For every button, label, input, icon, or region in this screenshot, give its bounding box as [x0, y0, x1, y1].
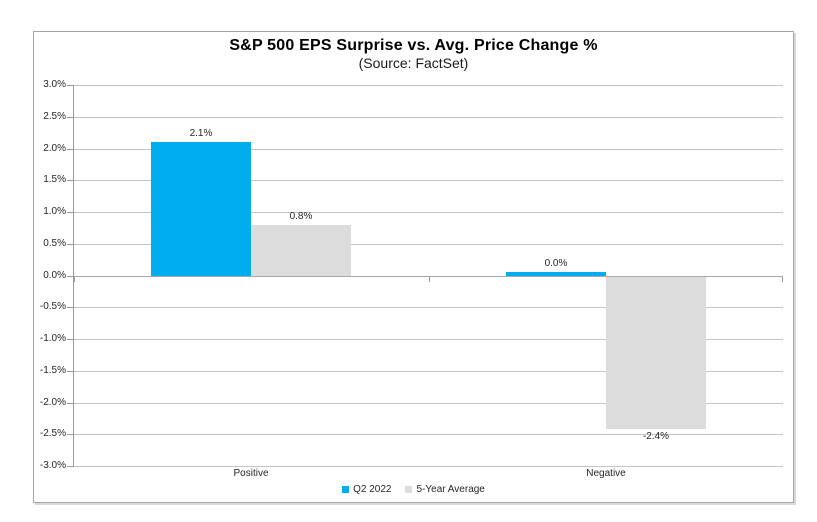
bar-q2-2022-negative — [506, 272, 606, 276]
gridline — [74, 434, 783, 435]
y-axis-tick — [67, 339, 74, 340]
gridline — [74, 307, 783, 308]
legend-swatch-q2-2022 — [342, 486, 350, 493]
y-axis-tick — [67, 180, 74, 181]
data-label-5-year-average-positive: 0.8% — [289, 211, 313, 222]
y-axis-tick-label: -3.0% — [39, 460, 66, 471]
bar-5-year-average-positive — [251, 225, 351, 276]
y-axis-tick-label: 0.0% — [43, 270, 66, 281]
gridline — [74, 371, 783, 372]
y-axis-tick-label: 1.0% — [43, 206, 66, 217]
legend-swatch-5-year-average — [405, 486, 413, 493]
bar-q2-2022-positive — [151, 142, 251, 276]
y-axis-tick — [67, 434, 74, 435]
y-axis-tick — [67, 371, 74, 372]
gridline — [74, 85, 783, 86]
gridline — [74, 466, 783, 467]
y-axis-tick-label: -1.5% — [39, 365, 66, 376]
gridline — [74, 244, 783, 245]
x-axis-line — [74, 276, 783, 277]
y-axis-tick-label: 0.5% — [43, 238, 66, 249]
gridline — [74, 339, 783, 340]
legend-item-q2-2022: Q2 2022 — [342, 484, 391, 495]
y-axis-tick-label: 2.5% — [43, 111, 66, 122]
gridline — [74, 149, 783, 150]
chart-frame: S&P 500 EPS Surprise vs. Avg. Price Chan… — [33, 31, 794, 503]
y-axis-tick — [67, 403, 74, 404]
legend-item-5-year-average: 5-Year Average — [405, 484, 485, 495]
y-axis-tick-label: 3.0% — [43, 79, 66, 90]
x-axis-tick — [782, 277, 783, 282]
plot-area: 3.0% 2.5% 2.0% 1.5% 1.0% 0.5% 0.0% -0.5% -1.0% -1… — [40, 79, 783, 479]
y-axis-tick-label: 2.0% — [43, 143, 66, 154]
x-axis-tick — [74, 277, 75, 282]
y-axis-tick — [67, 307, 74, 308]
legend-label-q2-2022: Q2 2022 — [353, 484, 392, 495]
y-axis-tick — [67, 117, 74, 118]
gridline — [74, 117, 783, 118]
y-axis-tick — [67, 244, 74, 245]
data-label-q2-2022-positive: 2.1% — [189, 128, 213, 139]
y-axis-tick-label: -1.0% — [39, 333, 66, 344]
chart-title: S&P 500 EPS Surprise vs. Avg. Price Chan… — [229, 37, 598, 54]
legend: Q2 2022 5-Year Average — [34, 484, 793, 495]
y-axis-tick — [67, 149, 74, 150]
y-axis-tick-label: -2.5% — [39, 428, 66, 439]
y-axis-tick-label: 1.5% — [43, 174, 66, 185]
category-label-negative: Negative — [586, 468, 626, 479]
y-axis-tick — [67, 276, 74, 277]
y-axis-tick — [67, 212, 74, 213]
bar-5-year-average-negative — [606, 277, 706, 429]
data-label-5-year-average-negative: -2.4% — [642, 431, 670, 442]
category-label-positive: Positive — [233, 468, 269, 479]
chart-subtitle: (Source: FactSet) — [358, 55, 469, 71]
y-axis-tick-label: -0.5% — [39, 301, 66, 312]
y-axis-tick-label: -2.0% — [39, 397, 66, 408]
legend-label-5-year-average: 5-Year Average — [416, 484, 485, 495]
x-axis-tick — [429, 277, 430, 282]
y-axis-tick — [67, 466, 74, 467]
gridline — [74, 212, 783, 213]
gridline — [74, 403, 783, 404]
data-label-q2-2022-negative: 0.0% — [544, 258, 568, 269]
y-axis-tick — [67, 85, 74, 86]
y-axis-line — [73, 85, 74, 467]
gridline — [74, 180, 783, 181]
